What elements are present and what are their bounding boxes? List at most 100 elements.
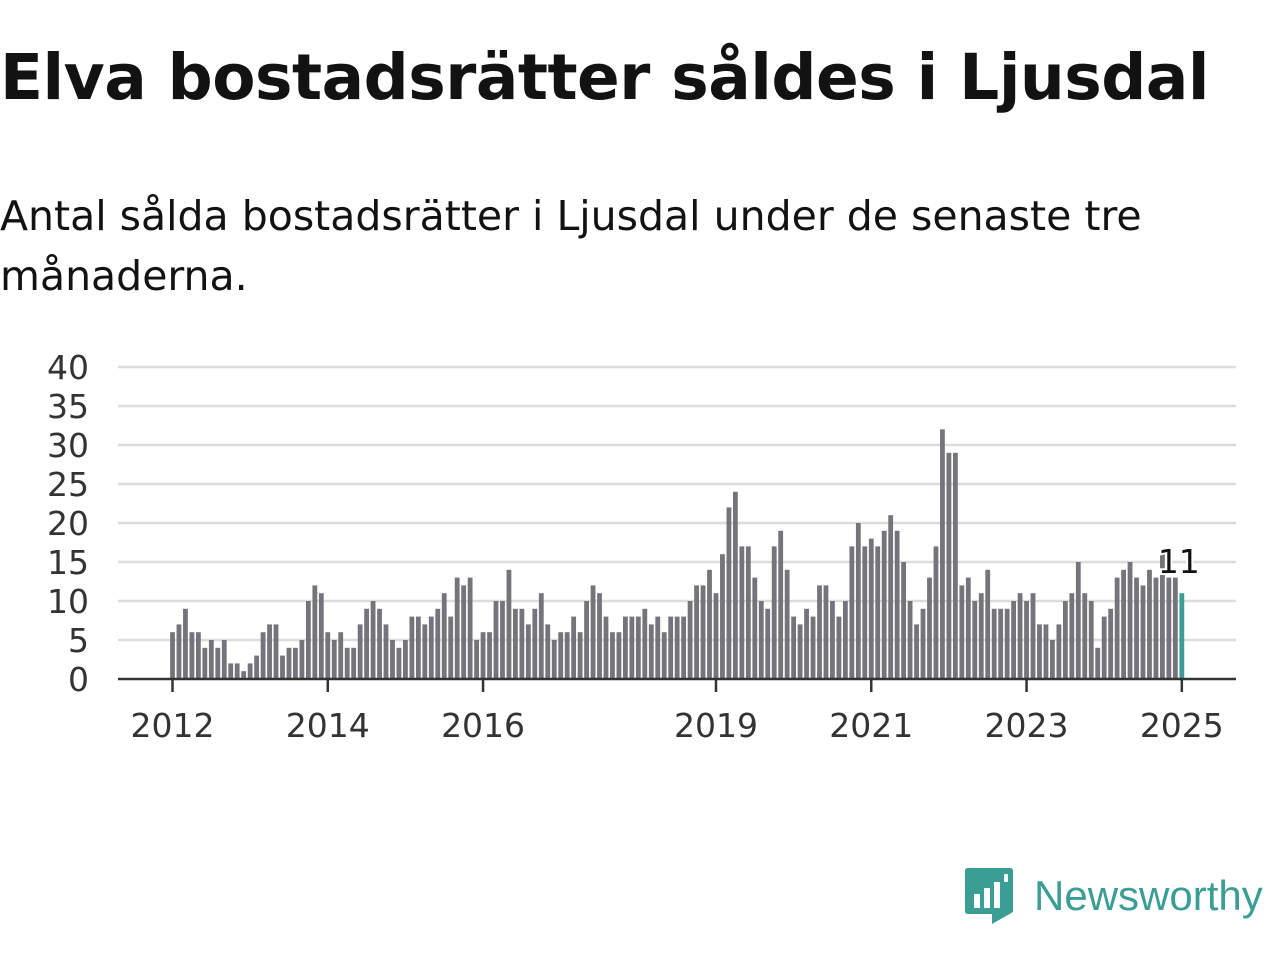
bar bbox=[797, 624, 803, 679]
bar bbox=[551, 640, 557, 679]
bar bbox=[1179, 593, 1185, 679]
bar bbox=[655, 616, 661, 679]
bar bbox=[616, 632, 622, 679]
bar bbox=[280, 655, 285, 679]
bar bbox=[868, 538, 874, 679]
bar bbox=[784, 569, 790, 679]
chart-title: Elva bostadsrätter såldes i Ljusdal bbox=[0, 41, 1209, 114]
y-tick-label: 20 bbox=[47, 504, 89, 543]
bars bbox=[170, 429, 1185, 679]
bar bbox=[849, 546, 855, 679]
bar bbox=[1030, 593, 1036, 679]
bar bbox=[946, 452, 952, 679]
bar bbox=[1024, 601, 1029, 679]
bar bbox=[1147, 569, 1152, 679]
bar bbox=[661, 632, 667, 679]
y-tick-label: 40 bbox=[47, 348, 89, 387]
bar bbox=[713, 593, 719, 679]
bar bbox=[998, 608, 1004, 679]
y-tick-label: 25 bbox=[47, 465, 89, 504]
bar bbox=[623, 616, 628, 679]
x-tick-label: 2012 bbox=[131, 706, 215, 745]
bar bbox=[525, 624, 531, 679]
bar bbox=[260, 632, 266, 679]
bar bbox=[448, 616, 454, 679]
y-tick-label: 10 bbox=[47, 582, 89, 621]
bar bbox=[700, 585, 706, 679]
bar bbox=[1050, 640, 1055, 679]
bar bbox=[635, 616, 641, 679]
bar bbox=[409, 616, 415, 679]
x-axis: 2012 2014 2016 2019 2021 2023 2025 bbox=[118, 677, 1236, 745]
y-tick-label: 30 bbox=[47, 426, 89, 465]
gridlines bbox=[118, 365, 1236, 642]
bar bbox=[1166, 577, 1172, 679]
bar bbox=[1082, 593, 1088, 679]
bar bbox=[927, 577, 932, 679]
bar bbox=[952, 452, 958, 679]
bar bbox=[862, 546, 868, 679]
bar bbox=[415, 616, 421, 679]
bar bbox=[597, 593, 602, 679]
bar bbox=[403, 640, 408, 679]
x-tick-label: 2025 bbox=[1140, 706, 1224, 745]
bar bbox=[454, 577, 460, 679]
x-tick-label: 2021 bbox=[829, 706, 913, 745]
bar bbox=[500, 601, 505, 679]
bar bbox=[564, 632, 570, 679]
bar bbox=[584, 601, 589, 679]
bar bbox=[875, 546, 881, 679]
bar bbox=[830, 601, 835, 679]
bar bbox=[1121, 569, 1126, 679]
bar bbox=[1153, 577, 1159, 679]
bar bbox=[720, 554, 725, 679]
bar bbox=[642, 608, 648, 679]
bar bbox=[1172, 577, 1178, 679]
bar bbox=[842, 601, 848, 679]
bar bbox=[810, 616, 816, 679]
bar bbox=[338, 632, 344, 679]
y-tick-label: 15 bbox=[47, 543, 89, 582]
bar bbox=[1127, 562, 1133, 679]
bar bbox=[1017, 593, 1023, 679]
bar bbox=[254, 655, 260, 679]
bar bbox=[791, 616, 797, 679]
bar bbox=[771, 546, 777, 679]
bar bbox=[1075, 562, 1081, 679]
brand-logo: Newsworthy bbox=[964, 864, 1263, 928]
bar bbox=[170, 632, 175, 679]
bar bbox=[267, 624, 272, 679]
bar bbox=[221, 640, 227, 679]
bar bbox=[894, 530, 900, 679]
bar bbox=[228, 663, 234, 679]
bar bbox=[577, 632, 583, 679]
bar bbox=[435, 608, 441, 679]
bar bbox=[1095, 647, 1101, 679]
annotations: 11 bbox=[1156, 540, 1202, 583]
bar bbox=[836, 616, 842, 679]
bar bbox=[978, 593, 984, 679]
bar bbox=[428, 616, 434, 679]
x-tick-label: 2019 bbox=[674, 706, 758, 745]
bar bbox=[1160, 554, 1165, 679]
bar bbox=[940, 429, 945, 679]
bar bbox=[480, 632, 486, 679]
bar bbox=[558, 632, 564, 679]
x-tick-label: 2023 bbox=[985, 706, 1069, 745]
bar bbox=[357, 624, 363, 679]
bar bbox=[1004, 608, 1010, 679]
bar bbox=[390, 640, 395, 679]
bar bbox=[1011, 601, 1016, 679]
bar bbox=[920, 608, 926, 679]
bar bbox=[538, 593, 544, 679]
bar bbox=[778, 530, 784, 679]
bar bbox=[752, 577, 758, 679]
bar bbox=[234, 663, 240, 679]
bar bbox=[745, 546, 751, 679]
bar bbox=[1062, 601, 1068, 679]
bar bbox=[674, 616, 680, 679]
bar bbox=[687, 601, 693, 679]
bar bbox=[293, 647, 298, 679]
bar bbox=[513, 608, 518, 679]
